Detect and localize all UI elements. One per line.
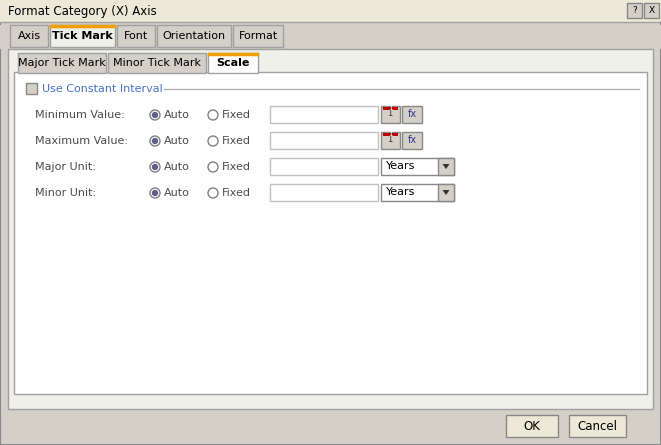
Bar [438, 184, 454, 201]
Circle shape [150, 162, 160, 172]
Circle shape [208, 188, 218, 198]
Bar [108, 53, 206, 73]
Text: 1: 1 [388, 132, 392, 138]
Bar [402, 132, 422, 149]
Bar [117, 25, 155, 47]
Text: Minor Unit:: Minor Unit: [35, 188, 96, 198]
Text: Auto: Auto [164, 136, 190, 146]
Bar [627, 3, 642, 18]
Text: Minimum Value:: Minimum Value: [35, 110, 125, 120]
Text: Scale: Scale [216, 58, 250, 68]
Text: Cancel: Cancel [577, 420, 617, 433]
Text: X: X [648, 6, 654, 15]
Text: Auto: Auto [164, 110, 190, 120]
Bar [0, 0, 661, 22]
Circle shape [153, 190, 157, 195]
Text: Minor Tick Mark: Minor Tick Mark [113, 58, 201, 68]
Text: Fixed: Fixed [222, 162, 251, 172]
Polygon shape [442, 164, 449, 169]
Bar [270, 184, 378, 201]
Text: Tick Mark: Tick Mark [52, 31, 112, 41]
Bar [10, 25, 48, 47]
Circle shape [150, 110, 160, 120]
Text: 1: 1 [388, 105, 392, 112]
Text: Auto: Auto [164, 188, 190, 198]
Bar [270, 106, 378, 123]
Text: Format: Format [239, 31, 278, 41]
Bar [383, 133, 398, 136]
Bar [381, 158, 454, 175]
Bar [381, 132, 400, 149]
Circle shape [208, 162, 218, 172]
Bar [26, 83, 37, 94]
Text: Axis: Axis [17, 31, 40, 41]
Text: Maximum Value:: Maximum Value: [35, 136, 128, 146]
Bar [270, 158, 378, 175]
Text: Fixed: Fixed [222, 136, 251, 146]
Bar [383, 107, 398, 110]
Text: Major Unit:: Major Unit: [35, 162, 96, 172]
Circle shape [150, 188, 160, 198]
Text: Major Tick Mark: Major Tick Mark [18, 58, 106, 68]
Text: Font: Font [124, 31, 148, 41]
Bar [157, 25, 231, 47]
Text: 1: 1 [387, 109, 393, 118]
Text: Years: Years [386, 161, 415, 171]
Bar [402, 106, 422, 123]
Polygon shape [442, 190, 449, 195]
Text: fx: fx [407, 109, 416, 119]
Text: Years: Years [386, 187, 415, 197]
Text: Orientation: Orientation [163, 31, 225, 41]
Bar [14, 72, 647, 394]
Circle shape [153, 138, 157, 143]
Circle shape [150, 136, 160, 146]
Bar [270, 132, 378, 149]
Text: Fixed: Fixed [222, 110, 251, 120]
Bar [233, 25, 283, 47]
Circle shape [208, 136, 218, 146]
Circle shape [153, 113, 157, 117]
Text: 1: 1 [387, 135, 393, 145]
Bar [381, 106, 400, 123]
Text: OK: OK [524, 420, 541, 433]
Bar [0, 25, 661, 49]
Text: Use Constant Interval: Use Constant Interval [42, 84, 163, 94]
Bar [644, 3, 659, 18]
Bar [50, 25, 115, 47]
Bar [438, 158, 454, 175]
Text: fx: fx [407, 135, 416, 145]
Text: Fixed: Fixed [222, 188, 251, 198]
Circle shape [153, 165, 157, 170]
Circle shape [208, 110, 218, 120]
Text: Auto: Auto [164, 162, 190, 172]
Text: ?: ? [632, 6, 637, 15]
Bar [8, 49, 653, 409]
Bar [208, 53, 258, 73]
Bar [506, 415, 558, 437]
Bar [569, 415, 626, 437]
Bar [18, 53, 106, 73]
Text: Format Category (X) Axis: Format Category (X) Axis [8, 4, 157, 17]
Bar [381, 184, 454, 201]
